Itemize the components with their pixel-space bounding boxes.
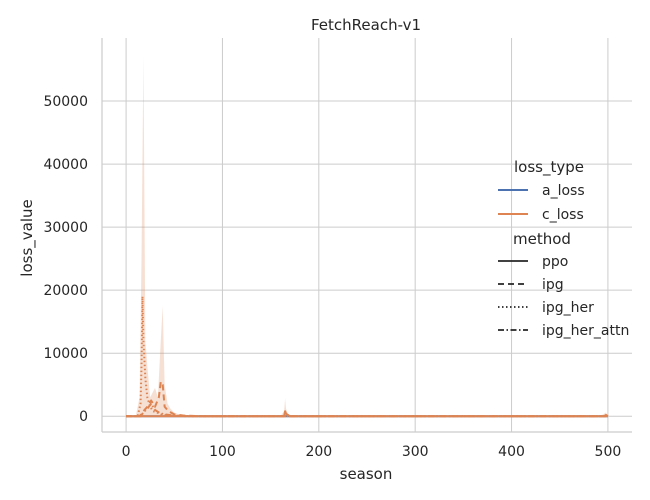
chart-title: FetchReach-v1 — [311, 16, 421, 34]
x-tick-label: 300 — [402, 444, 429, 460]
y-tick-label: 0 — [79, 409, 88, 425]
y-tick-label: 10000 — [43, 346, 88, 362]
series-lines — [126, 295, 609, 418]
legend-hue-title: loss_type — [514, 158, 584, 177]
x-tick-label: 100 — [209, 444, 236, 460]
y-tick-label: 20000 — [43, 283, 88, 299]
x-tick-label: 500 — [595, 444, 622, 460]
legend-label-c-loss: c_loss — [542, 207, 584, 223]
y-tick-label: 30000 — [43, 220, 88, 236]
x-axis-label: season — [340, 465, 393, 483]
legend-style-title: method — [513, 230, 571, 248]
axes — [101, 38, 632, 433]
tick-labels: 0 100 200 300 400 500 0 10000 20000 30000 40000 500… — [43, 94, 621, 460]
series-line-c_loss-ipg-her — [126, 295, 608, 418]
legend: loss_type a_loss c_loss method ppo ipg ipg_… — [498, 158, 629, 339]
series-line-c_loss-ipg-her-attn — [126, 402, 608, 418]
legend-hue-entries: a_loss c_loss — [498, 183, 585, 223]
y-tick-label: 40000 — [43, 157, 88, 173]
legend-label-ppo: ppo — [542, 254, 568, 270]
series-line-c_loss-ipg — [126, 380, 608, 418]
x-tick-label: 400 — [498, 444, 525, 460]
y-axis-label: loss_value — [18, 199, 37, 276]
x-tick-label: 0 — [122, 444, 131, 460]
legend-label-ipg-her-attn: ipg_her_attn — [542, 323, 629, 339]
x-tick-label: 200 — [305, 444, 332, 460]
legend-label-ipg-her: ipg_her — [542, 300, 594, 316]
legend-label-ipg: ipg — [542, 277, 564, 293]
legend-label-a-loss: a_loss — [542, 183, 585, 199]
legend-style-entries: ppo ipg ipg_her ipg_her_attn — [498, 254, 629, 339]
y-tick-label: 50000 — [43, 94, 88, 110]
